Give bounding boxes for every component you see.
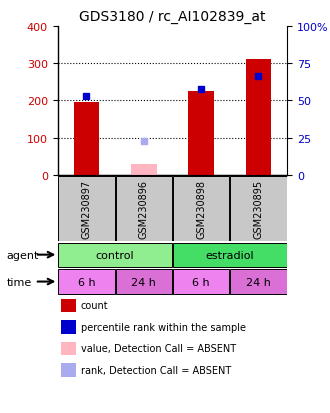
Bar xyxy=(173,270,229,294)
Text: 24 h: 24 h xyxy=(131,277,156,287)
FancyBboxPatch shape xyxy=(173,176,229,241)
Bar xyxy=(58,270,115,294)
Text: GSM230896: GSM230896 xyxy=(139,179,149,238)
Bar xyxy=(74,102,99,176)
Text: count: count xyxy=(81,301,109,311)
Bar xyxy=(58,243,172,267)
Text: percentile rank within the sample: percentile rank within the sample xyxy=(81,322,246,332)
Text: 6 h: 6 h xyxy=(78,277,95,287)
Text: value, Detection Call = ABSENT: value, Detection Call = ABSENT xyxy=(81,344,236,354)
Bar xyxy=(131,164,157,176)
Title: GDS3180 / rc_AI102839_at: GDS3180 / rc_AI102839_at xyxy=(79,10,266,24)
Text: estradiol: estradiol xyxy=(206,250,254,260)
Text: rank, Detection Call = ABSENT: rank, Detection Call = ABSENT xyxy=(81,365,231,375)
Text: 6 h: 6 h xyxy=(192,277,210,287)
Text: agent: agent xyxy=(7,250,39,260)
Bar xyxy=(246,59,271,176)
FancyBboxPatch shape xyxy=(230,176,286,241)
FancyBboxPatch shape xyxy=(58,176,115,241)
Text: time: time xyxy=(7,277,32,287)
Bar xyxy=(173,243,286,267)
Text: control: control xyxy=(96,250,134,260)
Text: GSM230897: GSM230897 xyxy=(82,179,91,238)
Bar xyxy=(188,92,214,176)
Text: 24 h: 24 h xyxy=(246,277,271,287)
Bar xyxy=(115,270,172,294)
Text: GSM230895: GSM230895 xyxy=(253,179,263,238)
FancyBboxPatch shape xyxy=(115,176,172,241)
Bar xyxy=(230,270,286,294)
Text: GSM230898: GSM230898 xyxy=(196,179,206,238)
